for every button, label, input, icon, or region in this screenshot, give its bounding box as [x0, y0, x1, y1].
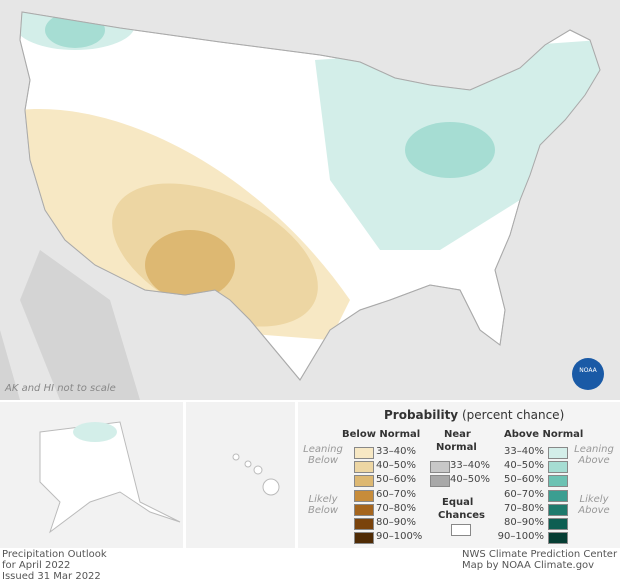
above-header: Above Normal: [504, 429, 584, 440]
alaska-shape: [39, 421, 181, 534]
below-label: 70–80%: [376, 502, 416, 514]
footer-left: Precipitation Outlook for April 2022 Issue…: [2, 549, 107, 582]
below-swatch: [354, 475, 374, 488]
scale-note: AK and HI not to scale: [5, 383, 116, 394]
near-header: Near: [444, 429, 471, 440]
near-label: 33–40%: [450, 460, 490, 471]
above-swatch: [548, 447, 568, 459]
above-label: 90–100%: [497, 531, 544, 543]
equal-chances-swatch: [451, 524, 471, 536]
likely-below-label: Likely Below: [307, 494, 339, 516]
equal-chances-label: Equal: [442, 497, 474, 508]
hawaii-islands: [232, 453, 280, 496]
above-swatch: [548, 475, 568, 488]
above-label: 80–90%: [504, 517, 544, 528]
below-label: 80–90%: [376, 517, 416, 528]
hawaii-inset: [186, 402, 295, 548]
above-swatch: [548, 461, 568, 474]
near-label: 40–50%: [450, 474, 490, 486]
legend-subtitle: (percent chance): [461, 408, 565, 422]
near-swatch: [430, 475, 450, 488]
above-swatch: [548, 503, 568, 516]
noaa-logo: [572, 358, 604, 390]
below-swatch: [354, 532, 374, 545]
above-label: 60–70%: [504, 488, 544, 500]
above-label: 40–50%: [504, 460, 544, 472]
below-swatch: [354, 447, 374, 459]
likely-above-label: Likely Above: [578, 494, 610, 516]
leaning-above-label: Leaning Above: [574, 444, 614, 466]
legend-title: Probability: [384, 408, 459, 422]
above-ohio-region: [405, 122, 495, 178]
above-swatch: [548, 518, 568, 530]
leaning-below-label: Leaning Below: [303, 444, 343, 466]
above-label: 33–40%: [504, 446, 544, 457]
above-swatch: [548, 532, 568, 545]
below-label: 33–40%: [376, 446, 416, 457]
us-map-svg: NOAA: [0, 11, 604, 400]
near-swatch: [430, 461, 450, 473]
below-header: Below Normal: [342, 429, 421, 440]
above-swatch: [548, 489, 568, 502]
below-label: 40–50%: [376, 460, 416, 472]
alaska-inset: [0, 402, 183, 548]
footer-right: NWS Climate Prediction Center Map by NOAA…: [462, 549, 618, 571]
below-50-60-region: [145, 230, 235, 300]
below-label: 60–70%: [376, 488, 416, 500]
legend: Probability (percent chance) Below Norma…: [298, 402, 620, 548]
below-swatch: [354, 461, 374, 474]
above-label: 70–80%: [504, 502, 544, 514]
below-swatch: [354, 503, 374, 516]
svg-text:NOAA: NOAA: [579, 367, 597, 374]
conus-map: NOAA AK and HI not to scale: [0, 0, 620, 400]
below-swatch: [354, 489, 374, 502]
below-label: 90–100%: [376, 531, 423, 543]
below-swatch: [354, 518, 374, 530]
above-label: 50–60%: [504, 474, 544, 486]
below-label: 50–60%: [376, 474, 416, 486]
mexico-land: [0, 250, 140, 400]
